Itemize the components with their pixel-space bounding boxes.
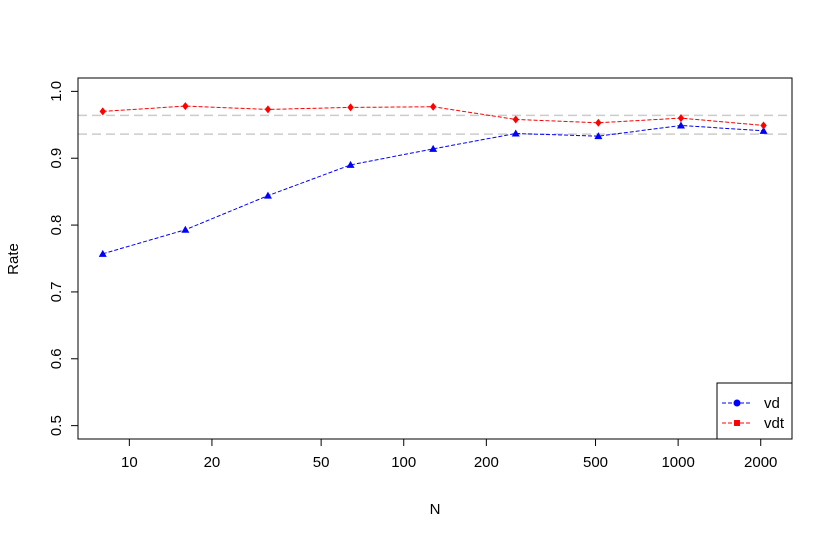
y-tick-label: 0.5 bbox=[48, 415, 65, 436]
x-tick-label: 100 bbox=[391, 454, 416, 471]
x-tick-label: 500 bbox=[583, 454, 608, 471]
legend-label-vd: vd bbox=[764, 395, 780, 412]
data-point-vd bbox=[676, 121, 685, 129]
y-tick-label: 0.9 bbox=[48, 148, 65, 169]
data-point-vdt bbox=[512, 115, 519, 124]
legend-box bbox=[716, 382, 793, 440]
data-point-vd bbox=[759, 126, 768, 134]
data-point-vd bbox=[263, 191, 272, 199]
data-point-vdt bbox=[182, 102, 189, 111]
y-tick-label: 1.0 bbox=[48, 81, 65, 102]
data-point-vdt bbox=[760, 121, 767, 130]
x-tick-label: 200 bbox=[474, 454, 499, 471]
data-point-vdt bbox=[595, 118, 602, 127]
data-point-vd bbox=[594, 132, 603, 140]
x-axis-title: N bbox=[430, 501, 441, 518]
legend: vd vdt bbox=[716, 382, 793, 440]
y-axis-title: Rate bbox=[5, 243, 22, 275]
y-tick-label: 0.7 bbox=[48, 281, 65, 302]
x-tick-label: 50 bbox=[313, 454, 330, 471]
data-point-vd bbox=[429, 144, 438, 152]
x-tick-label: 1000 bbox=[661, 454, 694, 471]
y-axis: 0.5 0.6 0.7 0.8 0.9 1.0 bbox=[48, 81, 79, 436]
plot-frame bbox=[77, 77, 793, 440]
x-tick-label: 10 bbox=[121, 454, 138, 471]
series-line-vd bbox=[102, 124, 764, 255]
data-point-vdt bbox=[677, 114, 685, 123]
data-point-vdt bbox=[347, 103, 354, 112]
x-tick-label: 2000 bbox=[744, 454, 777, 471]
legend-label-vdt: vdt bbox=[764, 415, 785, 432]
data-point-vd bbox=[346, 160, 355, 168]
data-point-vdt bbox=[264, 105, 272, 114]
data-point-vd bbox=[511, 129, 520, 137]
legend-symbol-vd bbox=[733, 399, 741, 407]
x-tick-label: 20 bbox=[204, 454, 221, 471]
data-point-vdt bbox=[429, 102, 437, 111]
data-point-vd bbox=[181, 225, 190, 233]
reference-lines bbox=[78, 114, 792, 135]
x-axis: 10 20 50 100 200 500 1000 2000 bbox=[121, 438, 777, 471]
y-tick-label: 0.8 bbox=[48, 215, 65, 236]
data-point-vd bbox=[98, 249, 107, 257]
series-layer bbox=[98, 102, 768, 257]
data-point-vdt bbox=[99, 107, 106, 116]
y-tick-label: 0.6 bbox=[48, 348, 65, 369]
legend-symbol-vdt bbox=[734, 420, 740, 426]
